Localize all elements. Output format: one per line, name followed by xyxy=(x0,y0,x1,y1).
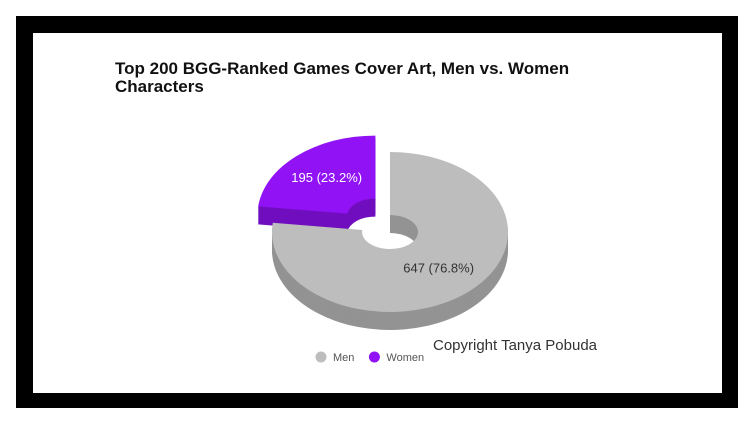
data-label: 195 (23.2%) xyxy=(291,170,362,185)
slice xyxy=(258,135,376,214)
chart-title: Top 200 BGG-Ranked Games Cover Art, Men … xyxy=(115,59,569,96)
data-label: 647 (76.8%) xyxy=(403,260,474,275)
annotation: Copyright Tanya Pobuda xyxy=(433,337,598,354)
slice xyxy=(272,152,508,312)
legend-label: Men xyxy=(333,352,354,364)
chart-area xyxy=(33,33,722,393)
legend-marker xyxy=(368,351,380,363)
legend-marker xyxy=(315,351,327,363)
legend-label: Women xyxy=(386,352,424,364)
